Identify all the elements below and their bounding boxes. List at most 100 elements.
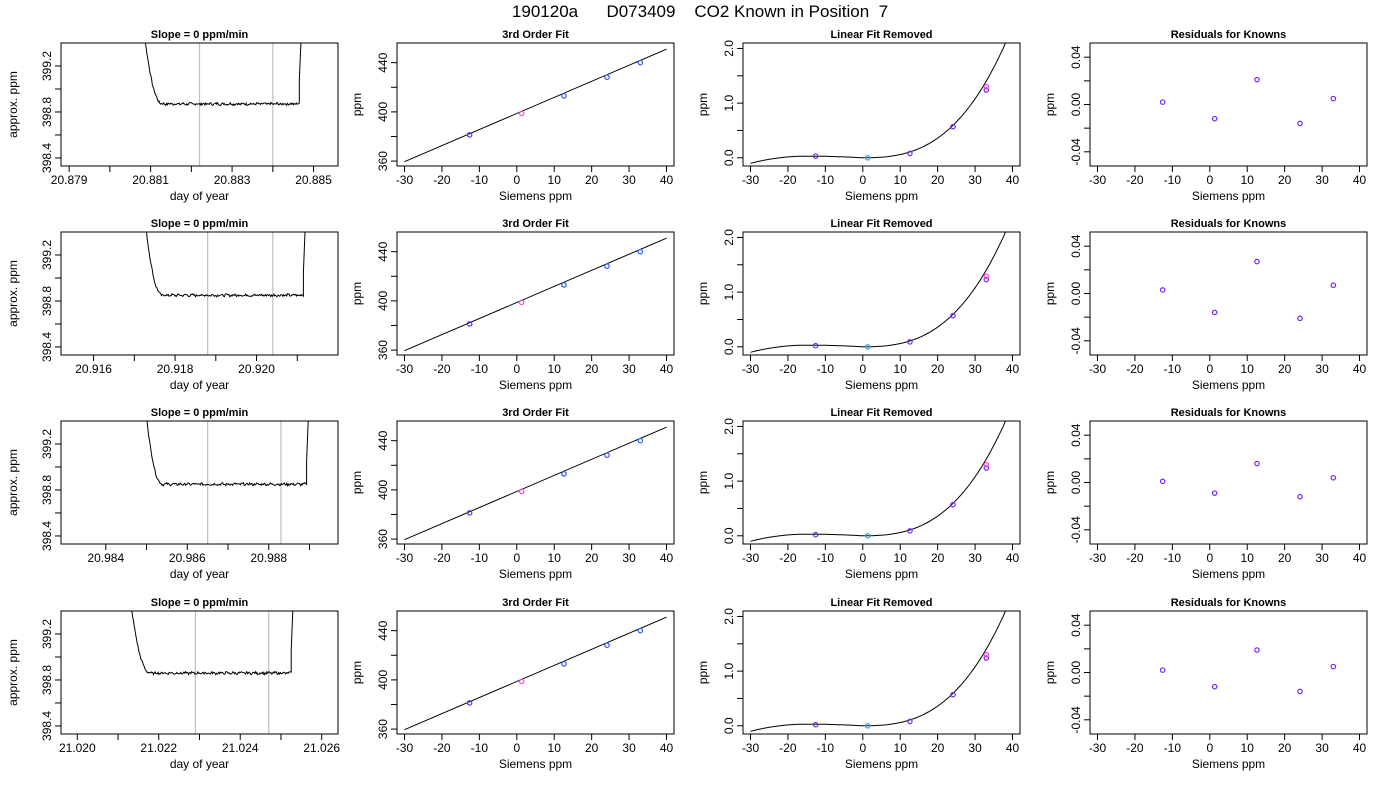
plot-frame [60,231,339,356]
x-tick-label: 40 [660,362,674,376]
chart-panel: Linear Fit Removed -30 -20 -10 0 10 20 30 40 0.0 1… [696,29,1021,203]
y-tick-label: 398.8 [40,286,54,316]
x-tick-label: -20 [1126,173,1144,187]
y-axis-label: approx. ppm [6,449,20,516]
y-tick-label: 0.00 [1069,281,1083,305]
data-point [983,465,990,471]
plot-area [750,43,1007,164]
x-tick-label: -10 [1164,362,1182,376]
data-point [812,342,819,349]
data-point [561,661,567,667]
panel-title: Residuals for Knowns [1171,29,1287,41]
y-axis-label: approx. ppm [6,639,20,706]
fit-curve [750,232,1007,353]
x-tick-label: 0 [1206,362,1213,376]
y-tick-label: 400 [376,670,390,690]
y-tick-label: 0.0 [722,338,736,355]
plot-area [1159,258,1337,322]
x-tick-label: 40 [1353,362,1367,376]
data-point [907,339,913,345]
y-tick-label: 398.4 [40,521,54,551]
x-tick-label: 40 [660,173,674,187]
data-point [983,83,990,90]
data-point [983,655,990,661]
y-tick-label: 360 [376,529,390,549]
fit-line [404,237,667,352]
x-tick-label: 40 [1006,362,1020,376]
x-tick-label: 20 [931,173,945,187]
data-point [518,678,525,685]
x-tick-label: 30 [1315,741,1329,755]
data-point [637,627,644,634]
x-tick-label: 30 [1315,551,1329,565]
panel-title: Slope = 0 ppm/min [151,597,249,609]
y-axis-label: approx. ppm [6,260,20,327]
x-tick-label: 20.986 [169,551,206,565]
data-point [1211,309,1218,316]
data-point [983,651,990,658]
y-tick-label: 399.2 [40,51,54,81]
data-point [561,282,567,288]
x-tick-label: -20 [1126,551,1144,565]
chart-panel: Residuals for Knowns -30 -20 -10 0 10 20 30 40 -0… [1043,29,1368,203]
x-tick-label: -20 [1126,741,1144,755]
plot-frame [1089,420,1368,545]
plot-frame [60,610,339,735]
x-tick-label: -30 [396,551,414,565]
y-axis-label: ppm [350,282,364,305]
x-tick-label: 30 [622,551,636,565]
x-tick-label: 20 [1278,362,1292,376]
y-tick-label: 1.0 [722,472,736,489]
x-tick-label: 0 [513,741,520,755]
plot-frame [60,42,339,167]
data-point [983,87,990,93]
fit-line [404,48,667,163]
x-tick-label: 20 [931,551,945,565]
x-tick-label: 20 [585,551,599,565]
chart-panel: Slope = 0 ppm/min 20.879 20.881 20.883 20.88… [6,29,339,203]
x-tick-label: 30 [622,741,636,755]
y-axis-label: ppm [696,282,710,305]
x-tick-label: -30 [1089,551,1107,565]
x-tick-label: 40 [1353,551,1367,565]
x-tick-label: -10 [1164,173,1182,187]
plot-area [404,426,667,541]
x-tick-label: -30 [396,362,414,376]
x-tick-label: 10 [1241,741,1255,755]
y-tick-label: 2.0 [722,229,736,246]
data-point [983,461,990,468]
data-point [864,155,871,161]
x-tick-label: 10 [894,173,908,187]
panel-title: Residuals for Knowns [1171,597,1287,609]
data-point [604,263,610,269]
data-point [983,273,990,280]
x-tick-label: 30 [1315,173,1329,187]
y-tick-label: -0.04 [1069,327,1083,355]
y-axis-label: ppm [1043,282,1057,305]
data-point [812,153,819,159]
y-tick-label: 399.2 [40,429,54,459]
panel-title: 3rd Order Fit [502,218,569,230]
plot-area [750,232,1007,353]
data-point [1330,474,1337,481]
x-axis-label: Siemens ppm [1192,567,1265,581]
x-tick-label: 10 [548,741,562,755]
x-tick-label: -20 [1126,362,1144,376]
y-tick-label: 0.00 [1069,660,1083,684]
x-tick-label: -20 [779,741,797,755]
chart-panel: Linear Fit Removed -30 -20 -10 0 10 20 30 40 0.0 1… [696,218,1021,392]
x-tick-label: 30 [622,173,636,187]
x-tick-label: 0 [513,551,520,565]
data-point [1254,76,1260,83]
data-point [518,110,525,117]
fit-curve [750,611,1007,732]
panel-title: Linear Fit Removed [830,597,932,609]
panel-title: Linear Fit Removed [830,218,932,230]
x-axis-label: Siemens ppm [499,757,572,771]
plot-frame [396,42,675,167]
x-tick-label: 20 [1278,741,1292,755]
data-point [1297,120,1303,127]
x-tick-label: 20 [931,362,945,376]
chart-panel: Slope = 0 ppm/min 20.984 20.986 20.988 398.4… [6,407,339,581]
plot-frame [1089,231,1368,356]
